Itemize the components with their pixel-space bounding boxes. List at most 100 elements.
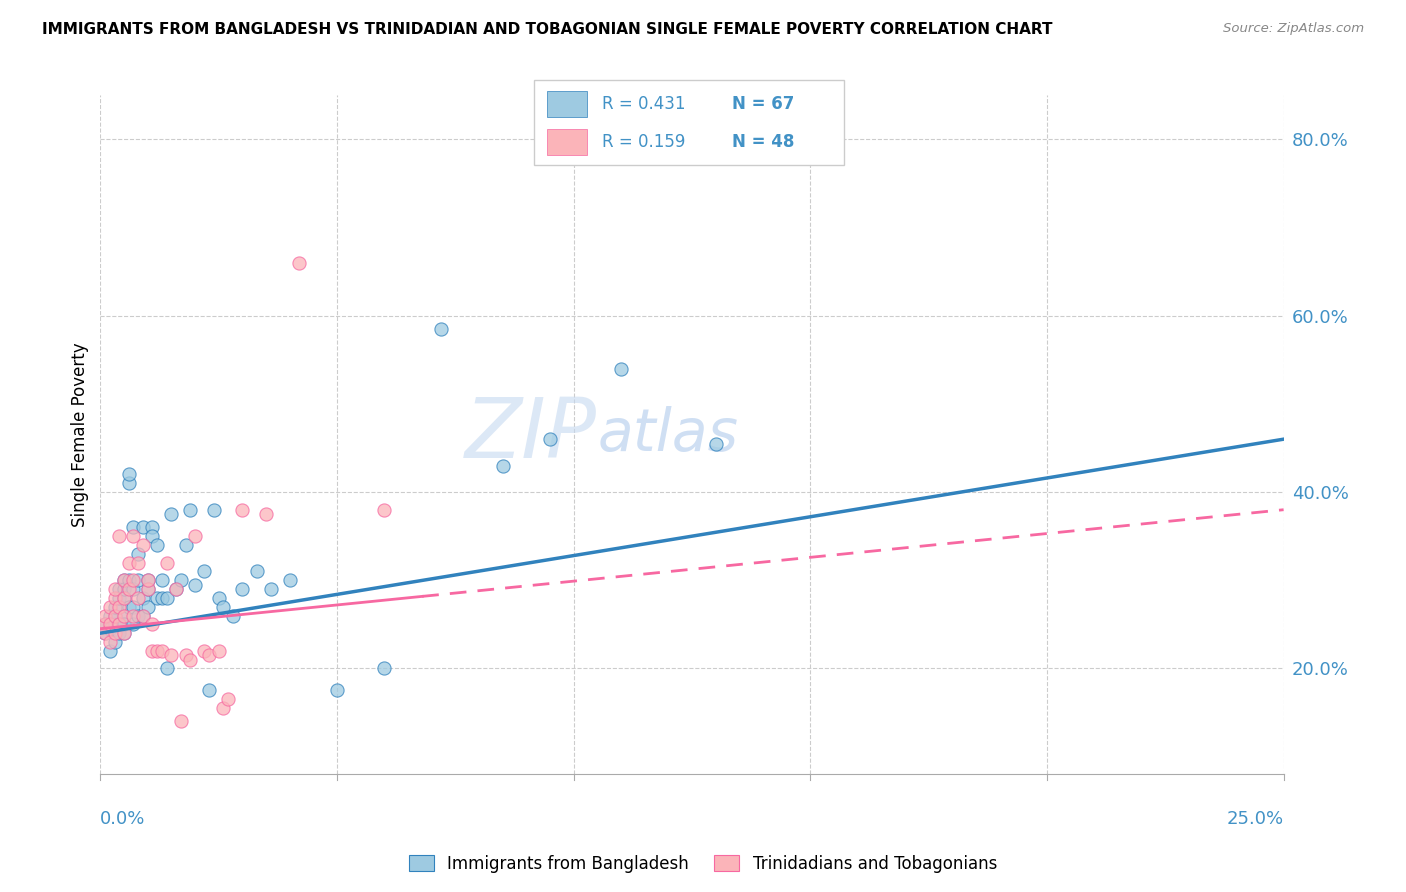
Point xyxy=(373,661,395,675)
Point xyxy=(179,502,201,516)
Point xyxy=(103,635,125,649)
Point xyxy=(108,626,131,640)
FancyBboxPatch shape xyxy=(534,80,844,165)
Point xyxy=(217,692,239,706)
Point xyxy=(127,591,149,605)
Point xyxy=(146,591,169,605)
Point xyxy=(127,556,149,570)
Text: 0.0%: 0.0% xyxy=(100,810,146,828)
Point xyxy=(136,582,159,596)
Point xyxy=(98,644,121,658)
Point xyxy=(108,617,131,632)
Point xyxy=(373,502,395,516)
Point xyxy=(118,467,141,482)
Point xyxy=(112,574,135,588)
Point xyxy=(118,476,141,491)
Point xyxy=(98,608,121,623)
Point xyxy=(132,608,155,623)
Point xyxy=(127,547,149,561)
Bar xyxy=(547,91,586,117)
Text: IMMIGRANTS FROM BANGLADESH VS TRINIDADIAN AND TOBAGONIAN SINGLE FEMALE POVERTY C: IMMIGRANTS FROM BANGLADESH VS TRINIDADIA… xyxy=(42,22,1053,37)
Point xyxy=(103,591,125,605)
Text: ZIP: ZIP xyxy=(465,394,598,475)
Point xyxy=(122,529,145,543)
Point xyxy=(184,577,207,591)
Point xyxy=(103,626,125,640)
Point xyxy=(103,617,125,632)
Point xyxy=(174,648,197,663)
Point xyxy=(610,361,633,376)
Point xyxy=(108,591,131,605)
Point xyxy=(98,617,121,632)
Text: N = 67: N = 67 xyxy=(733,95,794,113)
Point xyxy=(108,529,131,543)
Point xyxy=(122,520,145,534)
Point xyxy=(170,574,193,588)
Point xyxy=(136,574,159,588)
Point xyxy=(103,608,125,623)
Point xyxy=(122,574,145,588)
Point xyxy=(112,591,135,605)
Point xyxy=(184,529,207,543)
Point xyxy=(118,599,141,614)
Point xyxy=(222,608,245,623)
Point xyxy=(94,617,117,632)
Point xyxy=(118,582,141,596)
Text: 25.0%: 25.0% xyxy=(1226,810,1284,828)
Point xyxy=(179,652,201,666)
Point xyxy=(132,520,155,534)
Text: atlas: atlas xyxy=(598,406,738,463)
Point xyxy=(231,502,253,516)
Point xyxy=(136,582,159,596)
Point xyxy=(103,599,125,614)
Point xyxy=(208,591,231,605)
Point xyxy=(156,661,179,675)
Point xyxy=(98,599,121,614)
Point xyxy=(118,556,141,570)
Point xyxy=(112,617,135,632)
Point xyxy=(193,644,215,658)
Point xyxy=(112,582,135,596)
Point xyxy=(212,599,235,614)
Point xyxy=(150,574,173,588)
Point xyxy=(122,582,145,596)
Point xyxy=(146,644,169,658)
Point xyxy=(108,617,131,632)
Point xyxy=(122,608,145,623)
Text: Source: ZipAtlas.com: Source: ZipAtlas.com xyxy=(1223,22,1364,36)
Point xyxy=(156,591,179,605)
Point xyxy=(202,502,225,516)
Point xyxy=(165,582,187,596)
Point xyxy=(288,256,311,270)
Point xyxy=(141,617,163,632)
Point xyxy=(112,608,135,623)
Point xyxy=(94,608,117,623)
Point xyxy=(198,683,221,698)
Point xyxy=(174,538,197,552)
Point xyxy=(141,644,163,658)
Point xyxy=(94,626,117,640)
Point xyxy=(141,520,163,534)
Point xyxy=(193,565,215,579)
Point xyxy=(231,582,253,596)
Point xyxy=(160,648,183,663)
Point xyxy=(132,591,155,605)
Point xyxy=(212,701,235,715)
Point xyxy=(112,591,135,605)
Point xyxy=(136,599,159,614)
Bar xyxy=(547,129,586,155)
Point xyxy=(122,617,145,632)
Point xyxy=(146,538,169,552)
Point xyxy=(198,648,221,663)
Point xyxy=(112,626,135,640)
Point xyxy=(103,582,125,596)
Point xyxy=(141,529,163,543)
Point xyxy=(260,582,283,596)
Y-axis label: Single Female Poverty: Single Female Poverty xyxy=(72,343,89,527)
Point xyxy=(492,458,515,473)
Point xyxy=(118,574,141,588)
Point xyxy=(127,574,149,588)
Point xyxy=(170,714,193,729)
Point xyxy=(538,432,561,446)
Point xyxy=(704,436,727,450)
